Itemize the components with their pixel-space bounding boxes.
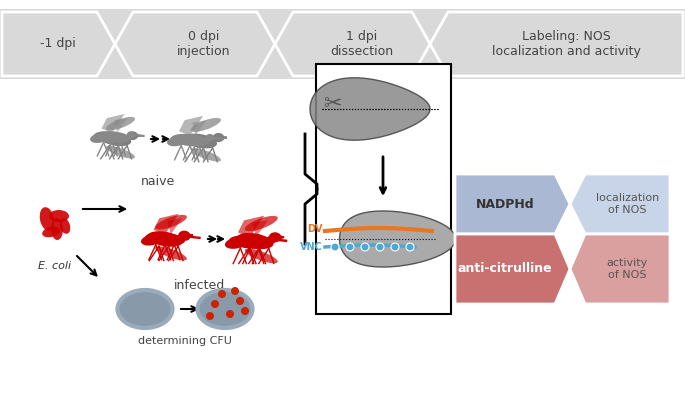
Ellipse shape: [197, 290, 253, 328]
Ellipse shape: [141, 235, 162, 245]
Ellipse shape: [229, 235, 271, 249]
Ellipse shape: [155, 247, 187, 261]
Circle shape: [331, 243, 339, 251]
Ellipse shape: [245, 216, 278, 231]
Polygon shape: [430, 12, 683, 76]
Text: E. coli: E. coli: [38, 261, 71, 271]
Ellipse shape: [49, 210, 69, 222]
Ellipse shape: [147, 231, 183, 247]
Circle shape: [236, 297, 244, 305]
Ellipse shape: [42, 227, 60, 237]
Ellipse shape: [118, 290, 173, 328]
Polygon shape: [252, 220, 268, 237]
Ellipse shape: [212, 133, 224, 142]
Ellipse shape: [225, 238, 247, 249]
Ellipse shape: [60, 218, 71, 234]
Polygon shape: [455, 174, 570, 234]
Polygon shape: [570, 234, 670, 304]
Polygon shape: [275, 12, 430, 76]
Polygon shape: [455, 234, 570, 304]
Polygon shape: [570, 174, 670, 234]
Ellipse shape: [127, 131, 135, 139]
Ellipse shape: [269, 232, 282, 242]
Text: ✂: ✂: [323, 94, 341, 114]
Ellipse shape: [206, 134, 214, 142]
Circle shape: [406, 243, 414, 251]
Circle shape: [241, 307, 249, 315]
Ellipse shape: [106, 146, 135, 159]
Polygon shape: [115, 12, 275, 76]
Circle shape: [218, 290, 226, 298]
Text: DV: DV: [308, 224, 323, 234]
Ellipse shape: [266, 236, 277, 244]
Polygon shape: [192, 120, 206, 136]
Circle shape: [391, 243, 399, 251]
Ellipse shape: [40, 207, 54, 231]
Ellipse shape: [181, 233, 190, 241]
Ellipse shape: [90, 133, 109, 143]
Text: infected: infected: [175, 279, 225, 292]
Ellipse shape: [190, 148, 221, 162]
Polygon shape: [114, 118, 127, 133]
Circle shape: [211, 300, 219, 308]
Ellipse shape: [183, 134, 217, 148]
Polygon shape: [340, 211, 456, 267]
Polygon shape: [101, 114, 125, 133]
Polygon shape: [179, 116, 203, 136]
Ellipse shape: [99, 132, 132, 146]
Ellipse shape: [171, 134, 209, 146]
Text: determining CFU: determining CFU: [138, 336, 232, 346]
Ellipse shape: [145, 232, 185, 245]
Text: 1 dpi
dissection: 1 dpi dissection: [330, 30, 393, 58]
Text: Labeling: NOS
localization and activity: Labeling: NOS localization and activity: [492, 30, 641, 58]
Text: VNC: VNC: [300, 242, 323, 252]
Text: -1 dpi: -1 dpi: [40, 38, 75, 50]
FancyBboxPatch shape: [0, 9, 685, 79]
Text: activity
of NOS: activity of NOS: [607, 258, 648, 280]
Text: 0 dpi
injection: 0 dpi injection: [177, 30, 231, 58]
Text: localization
of NOS: localization of NOS: [596, 193, 659, 215]
Polygon shape: [153, 213, 179, 234]
Ellipse shape: [51, 218, 63, 240]
Ellipse shape: [190, 118, 221, 132]
Circle shape: [231, 287, 239, 295]
Text: anti-citrulline: anti-citrulline: [458, 263, 552, 276]
FancyBboxPatch shape: [316, 64, 451, 314]
Polygon shape: [2, 12, 115, 76]
Polygon shape: [238, 216, 264, 237]
Ellipse shape: [245, 249, 277, 263]
Circle shape: [376, 243, 384, 251]
Text: naive: naive: [141, 175, 175, 188]
Ellipse shape: [106, 117, 135, 130]
Polygon shape: [310, 78, 430, 140]
Circle shape: [206, 312, 214, 320]
Polygon shape: [167, 218, 182, 234]
Ellipse shape: [236, 233, 273, 249]
Ellipse shape: [178, 231, 190, 240]
Ellipse shape: [127, 131, 138, 140]
Circle shape: [361, 243, 369, 251]
Circle shape: [226, 310, 234, 318]
Text: NADPHd: NADPHd: [475, 198, 534, 211]
Ellipse shape: [155, 215, 187, 229]
Ellipse shape: [167, 136, 186, 146]
Circle shape: [346, 243, 354, 251]
Ellipse shape: [94, 131, 130, 143]
